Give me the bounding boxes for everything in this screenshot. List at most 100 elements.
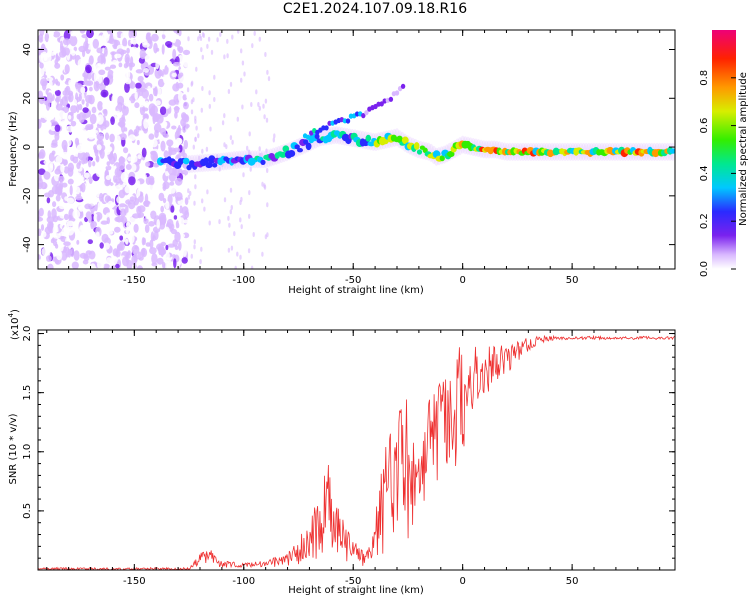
noise-dot [124,82,130,93]
spectrogram-panel: -150 -100 -50 0 50 -40 -20 0 20 40 Height of str… [8,29,676,296]
noise-dot [151,33,159,42]
noise-dot [259,60,262,66]
noise-dot [76,103,80,113]
noise-dot [125,121,134,128]
noise-dot [38,228,42,237]
x-tick-label: 50 [566,576,579,587]
noise-dot [264,52,267,57]
noise-dot [230,205,233,210]
noise-dot [40,237,45,248]
noise-dot [80,225,85,231]
noise-dot [85,42,89,49]
y-tick-label: 0 [22,144,33,150]
noise-dot [83,254,90,262]
noise-dot [59,178,63,189]
noise-dot [74,172,82,178]
ridge-point [305,142,312,151]
branch-point [364,110,369,116]
noise-dot [85,37,89,44]
noise-dot [137,251,142,260]
spectrogram-y-ticks: -40 -20 0 20 40 [22,43,675,253]
noise-dot [112,70,120,80]
colorbar-tick-label: 0.4 [699,165,710,181]
noise-dot [174,105,180,114]
noise-dot [50,238,55,244]
noise-dot [202,33,205,38]
snr-y-ticks: 0.5 1.0 1.5 2.0 [22,326,675,559]
noise-dot [252,232,255,237]
branch-point [394,90,400,96]
ridge-point [365,134,372,142]
noise-dot [148,93,154,102]
noise-dot [88,134,95,140]
noise-dot [149,239,154,249]
noise-dot [47,122,52,127]
x-tick-label: -50 [345,576,361,587]
snr-frame [37,329,676,571]
noise-dot [92,181,101,191]
noise-dot [96,214,101,223]
noise-dot [272,137,275,143]
noise-dot [43,160,51,165]
noise-dot [91,106,97,114]
noise-dot [57,110,66,120]
noise-dot [155,100,161,106]
noise-dot [255,89,258,95]
noise-dot [44,32,50,43]
noise-dot [172,33,177,44]
ridge-point [439,155,445,162]
noise-dot [66,125,75,133]
noise-dot [201,198,204,204]
noise-dot [40,139,47,147]
noise-dot [248,190,251,196]
ridge-point [416,149,423,155]
noise-dot [113,31,118,40]
noise-dot [200,107,203,113]
noise-dot [158,192,165,202]
noise-dot [178,240,182,251]
branch-point [321,125,326,131]
noise-dot [263,114,266,120]
noise-dot [119,133,127,141]
noise-dot [200,246,203,252]
noise-dot [89,263,97,269]
noise-dot [55,194,61,202]
noise-dot [67,167,74,177]
noise-dot [38,210,41,222]
noise-dot [61,182,68,188]
noise-dot [127,199,136,210]
noise-dot [86,125,93,130]
noise-dot [66,220,75,227]
noise-dot [54,187,63,196]
noise-dot [159,212,166,220]
noise-dot [194,174,197,180]
y-tick-label: -20 [22,188,33,204]
noise-dot [128,30,133,39]
noise-dot [114,53,122,59]
spectrogram-content [38,30,675,269]
ridge-point [413,142,420,150]
noise-dot [253,30,256,36]
noise-dot [64,196,69,202]
noise-dot [104,132,110,141]
noise-dot [80,144,87,153]
noise-dot [138,184,147,192]
ridge-point [282,145,290,153]
noise-dot [56,250,63,261]
noise-dot [193,244,196,250]
noise-dot [183,139,188,150]
noise-dot [248,131,251,137]
noise-dot [113,110,121,116]
noise-dot [170,205,175,213]
noise-dot [142,42,150,48]
noise-dot [93,72,98,82]
noise-dot [132,146,138,155]
noise-dot [179,205,183,214]
noise-dot [108,221,116,227]
noise-dot [58,232,66,236]
noise-dot [53,223,58,228]
noise-dot [160,127,167,136]
noise-dot [93,144,98,151]
noise-dot [218,166,221,172]
ridge-point [205,162,213,169]
